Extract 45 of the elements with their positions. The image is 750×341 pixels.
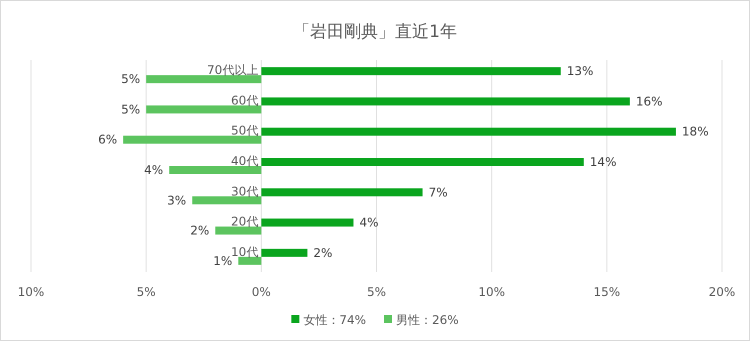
x-tick-label: 5% (366, 285, 386, 299)
data-label: 7% (428, 185, 448, 200)
annotation: 6% (98, 132, 118, 147)
y-tick-label: 50代 (231, 124, 258, 138)
y-tick-label: 70代以上 (207, 63, 258, 78)
x-tick-label: 0% (252, 285, 271, 299)
bar (169, 166, 262, 174)
data-label: 18% (682, 124, 709, 139)
data-label: 2% (313, 246, 332, 260)
x-tick-label: 15% (593, 285, 620, 299)
annotation: 4% (144, 163, 164, 177)
annotation: 5% (121, 72, 140, 86)
y-tick-label: 30代 (231, 184, 258, 198)
bar (261, 158, 584, 166)
bar (215, 226, 262, 235)
data-label: 13% (566, 64, 594, 78)
bar (261, 128, 676, 136)
annotation: 1% (213, 254, 232, 268)
y-tick-label: 10代 (231, 244, 258, 259)
x-tick-label: 10% (18, 285, 44, 299)
bar (261, 188, 423, 196)
y-tick-label: 20代 (231, 214, 258, 229)
bar (192, 196, 262, 204)
bar (261, 218, 354, 227)
bar (261, 67, 561, 76)
x-tick-label: 20% (708, 285, 736, 299)
y-tick-label: 60代 (231, 93, 258, 108)
bar (123, 136, 262, 144)
bar (261, 248, 308, 257)
annotation: 2% (190, 224, 210, 238)
bar (146, 75, 262, 84)
legend-label: 男性：26% (396, 313, 459, 327)
bar (238, 256, 262, 265)
bar (261, 97, 630, 106)
data-label: 4% (359, 216, 379, 230)
x-tick-label: 10% (478, 285, 506, 299)
chart-title: 「岩田剛典」直近1年 (293, 22, 457, 42)
data-label: 16% (636, 94, 663, 108)
bar (146, 105, 262, 114)
y-tick-label: 40代 (231, 154, 258, 168)
annotation: 3% (167, 193, 186, 208)
annotation: 5% (121, 102, 140, 116)
data-label: 14% (590, 155, 616, 169)
legend-label: 女性：74% (303, 313, 366, 327)
x-tick-label: 5% (136, 285, 156, 299)
